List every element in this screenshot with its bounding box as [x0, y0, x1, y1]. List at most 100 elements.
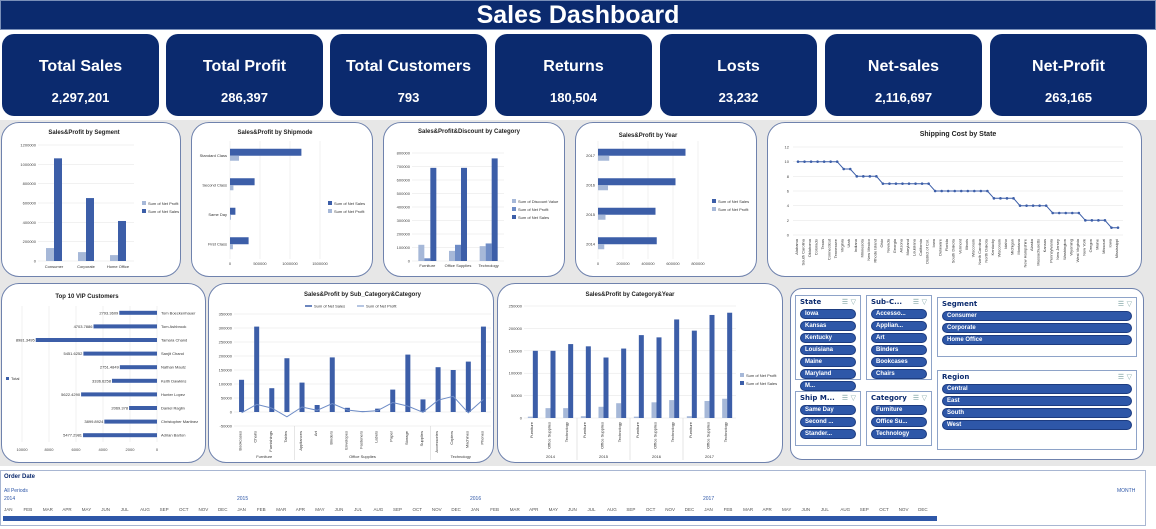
slicer-item[interactable]: Technology [871, 429, 927, 439]
timeline-month[interactable]: NOV [431, 507, 442, 512]
timeline-month[interactable]: JUL [587, 507, 596, 512]
slicer-item[interactable]: Consumer [942, 311, 1132, 321]
slicer-item[interactable]: Art [871, 333, 927, 343]
timeline-month[interactable]: APR [529, 507, 539, 512]
slicer-item[interactable]: Same Day [800, 405, 856, 415]
chart-card-category-year[interactable]: Sales&Profit by Category&Year 250000 20000… [497, 283, 783, 463]
timeline-month[interactable]: JUL [354, 507, 363, 512]
slicer-item[interactable]: Kentucky [800, 333, 856, 343]
series-line [798, 161, 1118, 229]
timeline-month[interactable]: FEB [490, 507, 500, 512]
y-tick-label: 800000 [397, 151, 411, 156]
timeline-month[interactable]: JUL [120, 507, 129, 512]
timeline-month[interactable]: JUN [101, 507, 110, 512]
slicer-item[interactable]: Binders [871, 345, 927, 355]
timeline-month[interactable]: MAR [42, 507, 53, 512]
slicer-subcategory[interactable]: Sub-C... ☰ ▽ Accesso... Applian... Art Binder… [866, 295, 932, 380]
timeline-month[interactable]: SEP [859, 507, 869, 512]
timeline-month[interactable]: JUL [820, 507, 829, 512]
chart-card-year[interactable]: Sales&Profit by Year 0 200000 400000 600000 8… [575, 122, 757, 277]
chart-card-shipmode[interactable]: Sales&Profit by Shipmode 0 500000 1000000 15… [191, 122, 373, 277]
chart-card-segment[interactable]: Sales&Profit by Segment 1200000 1000000 800… [1, 122, 181, 277]
timeline-month[interactable]: APR [762, 507, 772, 512]
slicer-category[interactable]: Category ☰ ▽ Furniture Office Su... Technolo… [866, 391, 932, 446]
timeline-month[interactable]: MAY [315, 507, 325, 512]
timeline-month[interactable]: SEP [393, 507, 403, 512]
timeline-selection-bar[interactable] [3, 516, 937, 521]
timeline-month[interactable]: MAY [782, 507, 792, 512]
timeline-month[interactable]: AUG [606, 507, 617, 512]
timeline-month[interactable]: OCT [412, 507, 422, 512]
timeline-month[interactable]: APR [295, 507, 306, 512]
timeline-month[interactable]: JAN [470, 507, 480, 512]
slicer-state[interactable]: State ☰ ▽ Iowa Kansas Kentucky Louisiana Maine… [795, 295, 861, 391]
timeline-month[interactable]: FEB [723, 507, 733, 512]
timeline-month[interactable]: MAY [81, 507, 92, 512]
timeline-month[interactable]: MAY [548, 507, 559, 512]
slicer-item[interactable]: Stander... [800, 429, 856, 439]
timeline-month[interactable]: OCT [645, 507, 656, 512]
clear-filter-icon[interactable]: ☰ ▽ [841, 394, 856, 402]
chart-card-shipping-cost[interactable]: Shipping Cost by State 12 10 8 6 4 2 0 Alabama So… [767, 122, 1142, 277]
timeline-month[interactable]: JUN [334, 507, 344, 512]
slicer-item[interactable]: Furniture [871, 405, 927, 415]
timeline-month[interactable]: SEP [159, 507, 169, 512]
timeline-month[interactable]: JUN [568, 507, 577, 512]
timeline-unit-label[interactable]: MONTH [1117, 488, 1136, 494]
slicer-region[interactable]: Region ☰ ▽ Central East South West [937, 370, 1137, 450]
timeline-month[interactable]: AUG [140, 507, 150, 512]
slicer-shipmode[interactable]: Ship M... ☰ ▽ Same Day Second ... Stander... [795, 391, 861, 446]
clear-filter-icon[interactable]: ☰ ▽ [912, 394, 927, 402]
slicer-item[interactable]: Maine [800, 357, 856, 367]
slicer-item[interactable]: Iowa [800, 309, 856, 319]
timeline-month[interactable]: DEC [684, 507, 695, 512]
timeline-month[interactable]: OCT [879, 507, 889, 512]
slicer-item[interactable]: Applian... [871, 321, 927, 331]
slicer-item[interactable]: East [942, 396, 1132, 406]
slicer-item[interactable]: Louisiana [800, 345, 856, 355]
timeline-month[interactable]: DEC [918, 507, 928, 512]
bar [119, 365, 157, 370]
slicer-item[interactable]: Maryland [800, 369, 856, 379]
clear-filter-icon[interactable]: ☰ ▽ [1117, 373, 1132, 381]
slicer-segment[interactable]: Segment ☰ ▽ Consumer Corporate Home Office [937, 297, 1137, 357]
chart-card-discount[interactable]: Sales&Profit&Discount by Category 800000 7… [383, 122, 565, 277]
slicer-item[interactable]: M... [800, 381, 856, 391]
chart-card-subcategory[interactable]: Sales&Profit by Sub_Category&Category 350… [208, 283, 494, 463]
clear-filter-icon[interactable]: ☰ ▽ [912, 298, 927, 306]
chart-card-vip-customers[interactable]: Top 10 VIP Customers 10000 8000 6000 4000 200… [1, 283, 206, 463]
timeline-month[interactable]: MAR [276, 507, 287, 512]
timeline-month[interactable]: NOV [198, 507, 209, 512]
order-date-timeline[interactable]: Order Date All Periods MONTH 2014 2015 2… [0, 470, 1146, 526]
slicer-item[interactable]: Accesso... [871, 309, 927, 319]
slicer-item[interactable]: Home Office [942, 335, 1132, 345]
clear-filter-icon[interactable]: ☰ ▽ [1117, 300, 1132, 308]
slicer-item[interactable]: Kansas [800, 321, 856, 331]
timeline-month[interactable]: MAR [509, 507, 520, 512]
timeline-month[interactable]: NOV [665, 507, 676, 512]
slicer-item[interactable]: Bookcases [871, 357, 927, 367]
slicer-item[interactable]: Chairs [871, 369, 927, 379]
timeline-month[interactable]: OCT [179, 507, 189, 512]
timeline-month[interactable]: JAN [237, 507, 246, 512]
slicer-item[interactable]: Corporate [942, 323, 1132, 333]
timeline-month[interactable]: DEC [217, 507, 228, 512]
timeline-month[interactable]: MAR [743, 507, 754, 512]
clear-filter-icon[interactable]: ☰ ▽ [841, 298, 856, 306]
slicer-item[interactable]: Second ... [800, 417, 856, 427]
timeline-month[interactable]: FEB [256, 507, 266, 512]
timeline-month[interactable]: AUG [840, 507, 851, 512]
timeline-month[interactable]: APR [62, 507, 72, 512]
slicer-item[interactable]: Central [942, 384, 1132, 394]
slicer-item[interactable]: Office Su... [871, 417, 927, 427]
timeline-month[interactable]: JAN [4, 507, 13, 512]
timeline-month[interactable]: DEC [451, 507, 461, 512]
slicer-item[interactable]: South [942, 408, 1132, 418]
timeline-month[interactable]: JAN [704, 507, 713, 512]
timeline-month[interactable]: NOV [898, 507, 909, 512]
slicer-item[interactable]: West [942, 420, 1132, 430]
timeline-month[interactable]: FEB [23, 507, 33, 512]
timeline-month[interactable]: JUN [801, 507, 811, 512]
timeline-month[interactable]: SEP [626, 507, 636, 512]
timeline-month[interactable]: AUG [373, 507, 384, 512]
